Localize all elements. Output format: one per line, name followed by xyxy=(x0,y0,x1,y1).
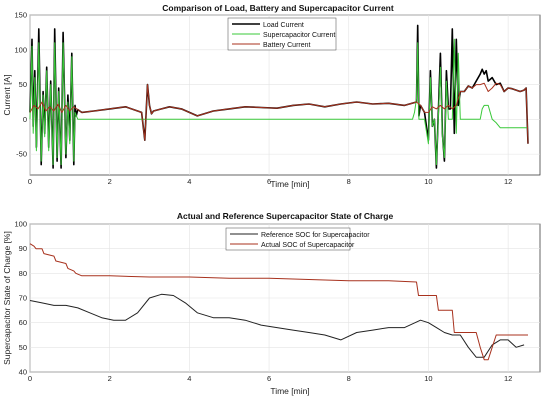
y-tick-label: 150 xyxy=(14,11,27,20)
y-tick-label: 100 xyxy=(14,45,27,54)
y-tick-label: 50 xyxy=(19,80,27,89)
chart-title: Actual and Reference Supercapacitor Stat… xyxy=(177,211,394,221)
x-tick-label: 0 xyxy=(28,177,32,186)
series-line-actual-soc-of-supercapacitor xyxy=(29,243,528,361)
legend-label-reference: Reference SOC for Supercapacitor xyxy=(261,232,370,239)
x-tick-label: 8 xyxy=(347,177,351,186)
y-tick-label: -50 xyxy=(16,150,27,159)
x-axis-label: Time [min] xyxy=(270,179,309,189)
x-tick-label: 10 xyxy=(424,374,432,383)
series-line-battery-current xyxy=(29,82,529,144)
x-tick-label: 10 xyxy=(424,177,432,186)
series-lines xyxy=(29,24,529,169)
legend-label-battery: Battery Current xyxy=(263,42,311,49)
series-line-supercapacitor-current xyxy=(29,38,528,166)
x-tick-label: 2 xyxy=(108,177,112,186)
legend: Reference SOC for Supercapacitor Actual … xyxy=(225,227,370,251)
y-tick-label: 90 xyxy=(19,244,27,253)
legend-label-actual: Actual SOC of Supercapacitor xyxy=(261,242,355,249)
y-tick-label: 40 xyxy=(19,368,27,377)
tick-labels: 0 2 4 6 8 10 12 100 90 80 70 60 50 40 xyxy=(14,220,512,384)
tick-labels: 0 2 4 6 8 10 12 150 100 50 0 -50 xyxy=(14,11,512,187)
series-lines xyxy=(29,243,528,361)
y-tick-label: 70 xyxy=(19,294,27,303)
x-tick-label: 4 xyxy=(187,374,191,383)
grid xyxy=(29,223,540,373)
x-tick-label: 4 xyxy=(187,177,191,186)
chart-title: Comparison of Load, Battery and Supercap… xyxy=(162,3,394,13)
y-axis-label: Current [A] xyxy=(2,74,12,115)
y-tick-label: 80 xyxy=(19,269,27,278)
legend: Load Current Supercapacitor Current Batt… xyxy=(227,17,337,51)
x-tick-label: 8 xyxy=(347,374,351,383)
legend-label-load: Load Current xyxy=(263,22,304,29)
legend-label-supercap: Supercapacitor Current xyxy=(263,32,335,39)
x-tick-label: 2 xyxy=(108,374,112,383)
chart-supercap-soc: Actual and Reference Supercapacitor Stat… xyxy=(2,211,541,396)
x-axis-label: Time [min] xyxy=(270,386,309,396)
y-axis-label: Supercapacitor State of Charge [%] xyxy=(2,231,12,365)
y-tick-label: 100 xyxy=(14,220,27,229)
x-tick-label: 0 xyxy=(28,374,32,383)
x-tick-label: 6 xyxy=(267,374,271,383)
x-tick-label: 12 xyxy=(504,177,512,186)
series-line-reference-soc-for-supercapacitor xyxy=(29,293,525,358)
x-tick-label: 6 xyxy=(267,177,271,186)
y-tick-label: 50 xyxy=(19,343,27,352)
y-tick-label: 60 xyxy=(19,318,27,327)
y-tick-label: 0 xyxy=(23,115,27,124)
chart-load-battery-supercap-current: Comparison of Load, Battery and Supercap… xyxy=(2,3,541,189)
x-tick-label: 12 xyxy=(504,374,512,383)
